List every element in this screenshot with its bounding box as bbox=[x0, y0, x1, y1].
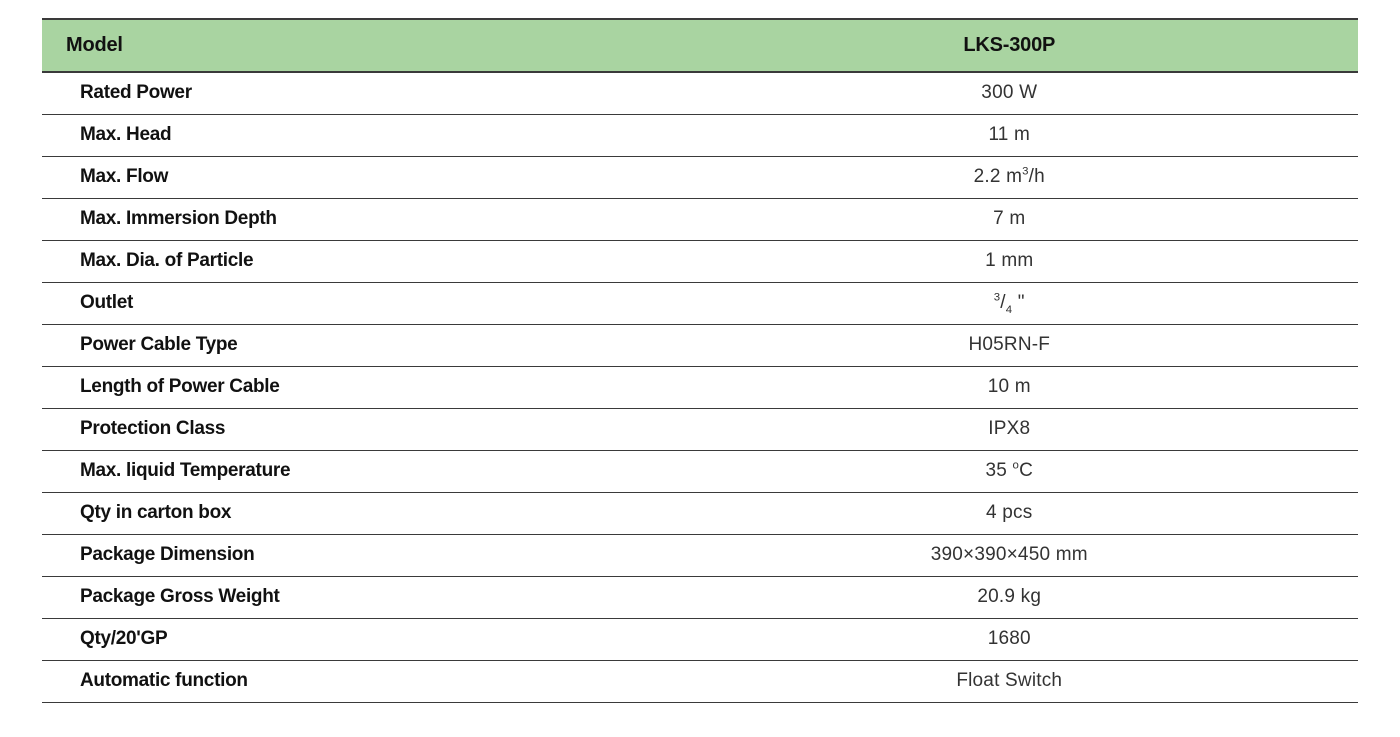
table-row: Package Dimension390×390×450 mm bbox=[42, 534, 1358, 576]
row-value: 3/4 " bbox=[661, 282, 1358, 324]
head-value: LKS-300P bbox=[661, 19, 1358, 72]
table-row: Qty/20'GP1680 bbox=[42, 618, 1358, 660]
row-value: 1 mm bbox=[661, 240, 1358, 282]
head-label: Model bbox=[42, 19, 661, 72]
row-value: 7 m bbox=[661, 198, 1358, 240]
row-value: H05RN-F bbox=[661, 324, 1358, 366]
row-value: 1680 bbox=[661, 618, 1358, 660]
row-label: Length of Power Cable bbox=[42, 366, 661, 408]
table-row: Protection ClassIPX8 bbox=[42, 408, 1358, 450]
table-row: Package Gross Weight20.9 kg bbox=[42, 576, 1358, 618]
table-row: Max. Flow2.2 m3/h bbox=[42, 156, 1358, 198]
row-label: Rated Power bbox=[42, 72, 661, 114]
table-row: Automatic functionFloat Switch bbox=[42, 660, 1358, 702]
table-row: Rated Power300 W bbox=[42, 72, 1358, 114]
table-row: Length of Power Cable10 m bbox=[42, 366, 1358, 408]
table-row: Max. liquid Temperature35 oC bbox=[42, 450, 1358, 492]
table-row: Max. Immersion Depth7 m bbox=[42, 198, 1358, 240]
row-label: Max. Dia. of Particle bbox=[42, 240, 661, 282]
row-value: 11 m bbox=[661, 114, 1358, 156]
row-label: Qty in carton box bbox=[42, 492, 661, 534]
row-label: Max. Flow bbox=[42, 156, 661, 198]
row-value: 300 W bbox=[661, 72, 1358, 114]
table-row: Max. Head11 m bbox=[42, 114, 1358, 156]
row-label: Max. Immersion Depth bbox=[42, 198, 661, 240]
row-value: 35 oC bbox=[661, 450, 1358, 492]
row-value: IPX8 bbox=[661, 408, 1358, 450]
row-value: 2.2 m3/h bbox=[661, 156, 1358, 198]
table-row: Max. Dia. of Particle1 mm bbox=[42, 240, 1358, 282]
row-label: Automatic function bbox=[42, 660, 661, 702]
row-label: Package Dimension bbox=[42, 534, 661, 576]
row-label: Max. liquid Temperature bbox=[42, 450, 661, 492]
row-label: Protection Class bbox=[42, 408, 661, 450]
row-value: 390×390×450 mm bbox=[661, 534, 1358, 576]
row-label: Outlet bbox=[42, 282, 661, 324]
row-label: Power Cable Type bbox=[42, 324, 661, 366]
row-value: 20.9 kg bbox=[661, 576, 1358, 618]
row-value: Float Switch bbox=[661, 660, 1358, 702]
table-head-row: Model LKS-300P bbox=[42, 19, 1358, 72]
table-row: Qty in carton box4 pcs bbox=[42, 492, 1358, 534]
row-value: 10 m bbox=[661, 366, 1358, 408]
row-label: Max. Head bbox=[42, 114, 661, 156]
row-label: Package Gross Weight bbox=[42, 576, 661, 618]
spec-table: Model LKS-300P Rated Power300 WMax. Head… bbox=[42, 18, 1358, 703]
row-value: 4 pcs bbox=[661, 492, 1358, 534]
table-row: Power Cable TypeH05RN-F bbox=[42, 324, 1358, 366]
row-label: Qty/20'GP bbox=[42, 618, 661, 660]
table-row: Outlet3/4 " bbox=[42, 282, 1358, 324]
